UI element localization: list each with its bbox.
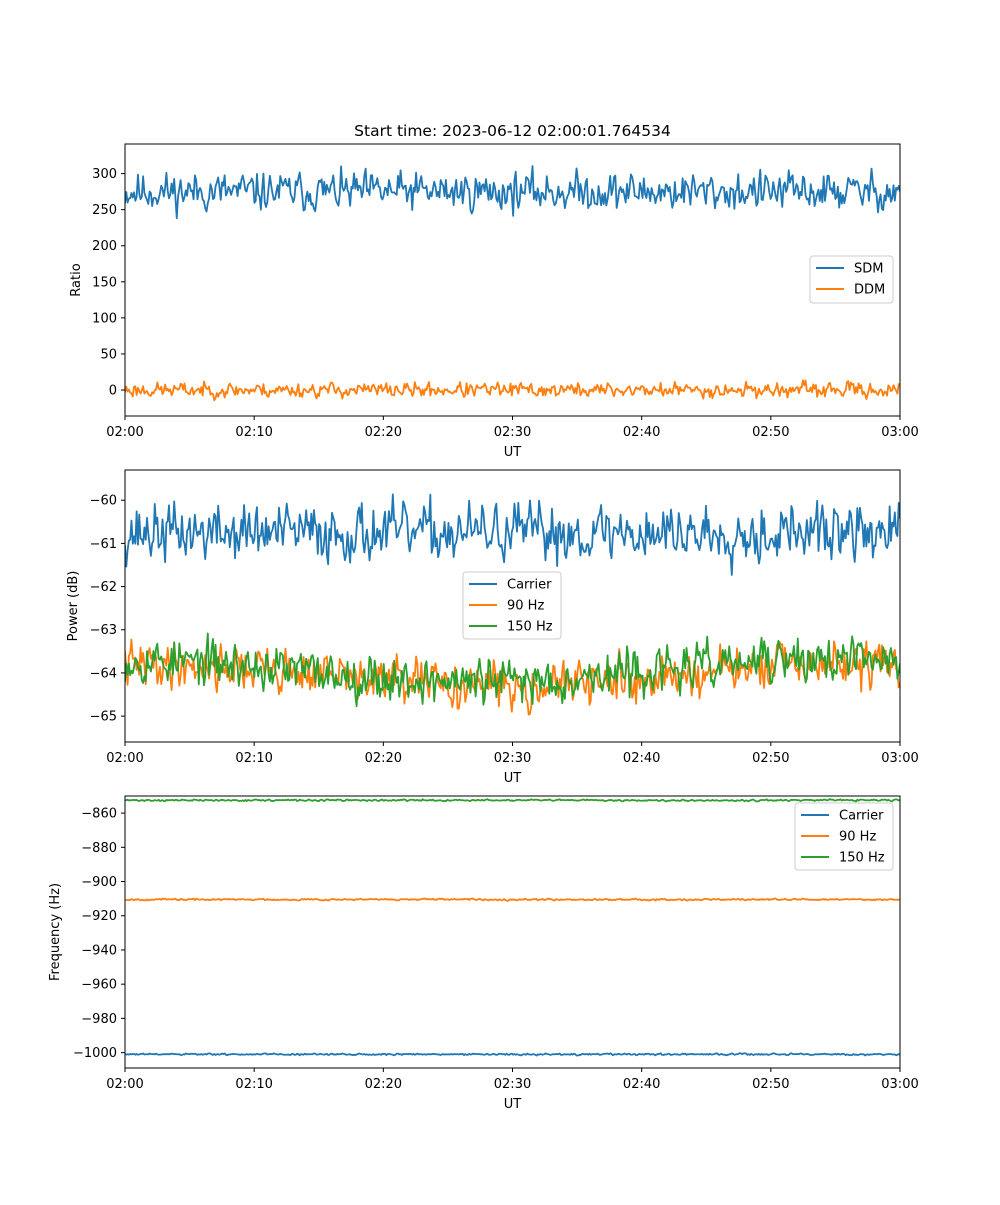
plot-frame	[124, 795, 901, 1069]
y-tick-label: −1000	[73, 1046, 117, 1061]
legend-label: 150 Hz	[839, 851, 885, 866]
y-tick-label: −980	[81, 1012, 117, 1027]
x-tick-label: 02:30	[494, 425, 531, 440]
x-tick-label: 02:40	[623, 1077, 660, 1092]
series-line-sdm	[125, 165, 900, 220]
y-axis-label: Ratio	[69, 263, 84, 296]
y-tick-label: −960	[81, 978, 117, 993]
x-tick-label: 02:10	[235, 425, 272, 440]
legend-label: 90 Hz	[839, 830, 876, 845]
y-tick-label: −65	[90, 710, 117, 725]
y-tick-label: −940	[81, 943, 117, 958]
x-tick-label: 02:00	[106, 751, 143, 766]
legend-label: DDM	[854, 283, 885, 298]
legend-label: 150 Hz	[507, 620, 553, 635]
y-tick-label: 0	[109, 384, 117, 399]
legend: Carrier 90 Hz 150 Hz	[462, 571, 562, 640]
x-tick-label: 02:10	[235, 751, 272, 766]
x-tick-label: 02:20	[365, 751, 402, 766]
series-line-150-hz	[125, 798, 900, 803]
x-tick-label: 02:00	[106, 425, 143, 440]
y-axis-label: Frequency (Hz)	[48, 883, 63, 981]
y-tick-label: −61	[90, 537, 117, 552]
x-tick-label: 02:40	[623, 751, 660, 766]
x-tick-label: 03:00	[881, 1077, 918, 1092]
legend: Carrier 90 Hz 150 Hz	[794, 802, 894, 871]
x-tick-label: 02:50	[752, 751, 789, 766]
x-tick-label: 02:50	[752, 1077, 789, 1092]
x-tick-label: 02:10	[235, 1077, 272, 1092]
x-axis-label: UT	[504, 771, 522, 786]
series-line-90-hz	[125, 897, 900, 902]
ratio-panel: 02:00 02:10 02:20 02:30 02:40 02:50 03:00 0 50 10…	[92, 143, 919, 440]
y-tick-label: 200	[92, 239, 117, 254]
x-tick-label: 02:50	[752, 425, 789, 440]
y-tick-label: −900	[81, 875, 117, 890]
y-tick-label: 100	[92, 311, 117, 326]
y-tick-label: 300	[92, 167, 117, 182]
x-tick-label: 02:20	[365, 425, 402, 440]
y-tick-label: −860	[81, 807, 117, 822]
y-tick-label: −60	[90, 494, 117, 509]
x-tick-label: 02:00	[106, 1077, 143, 1092]
x-tick-label: 02:40	[623, 425, 660, 440]
x-axis-label: UT	[504, 1097, 522, 1112]
x-tick-label: 02:30	[494, 1077, 531, 1092]
y-axis-label: Power (dB)	[66, 571, 81, 642]
legend: SDM DDM	[809, 255, 894, 304]
series-line-carrier	[125, 1052, 900, 1057]
y-tick-label: 50	[100, 347, 117, 362]
chart-title: Start time: 2023-06-12 02:00:01.764534	[354, 122, 671, 140]
legend-label: Carrier	[507, 578, 552, 593]
legend-box	[794, 802, 894, 871]
y-tick-label: −63	[90, 623, 117, 638]
y-tick-label: 150	[92, 275, 117, 290]
y-tick-label: −64	[90, 666, 117, 681]
y-tick-label: −62	[90, 580, 117, 595]
legend-label: Carrier	[839, 809, 884, 824]
x-tick-label: 02:30	[494, 751, 531, 766]
y-tick-label: −880	[81, 841, 117, 856]
legend-box	[462, 571, 562, 640]
legend-label: SDM	[854, 262, 883, 277]
x-axis-label: UT	[504, 445, 522, 460]
x-tick-label: 03:00	[881, 751, 918, 766]
x-tick-label: 02:20	[365, 1077, 402, 1092]
x-tick-label: 03:00	[881, 425, 918, 440]
series-line-carrier	[125, 493, 900, 576]
y-tick-label: 250	[92, 203, 117, 218]
legend-label: 90 Hz	[507, 599, 544, 614]
series-line-ddm	[125, 379, 900, 402]
series-line-150-hz	[125, 632, 900, 708]
frequency-panel: 02:00 02:10 02:20 02:30 02:40 02:50 03:00 −1000…	[73, 795, 919, 1092]
power-panel: 02:00 02:10 02:20 02:30 02:40 02:50 03:00 −65 −6…	[90, 469, 919, 766]
y-tick-label: −920	[81, 909, 117, 924]
